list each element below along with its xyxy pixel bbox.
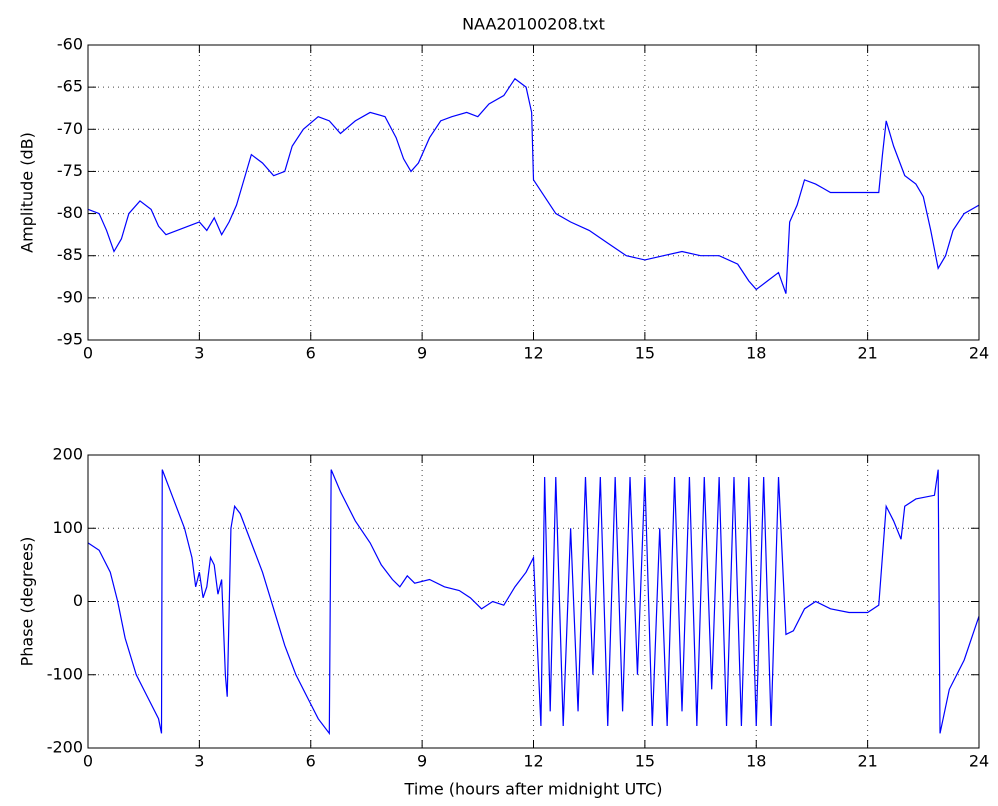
x-tick-label: 12 xyxy=(523,344,543,363)
x-tick-label: 15 xyxy=(635,344,655,363)
x-tick-label: 6 xyxy=(306,752,316,771)
x-tick-label: 3 xyxy=(194,344,204,363)
x-tick-label: 6 xyxy=(306,344,316,363)
x-tick-label: 15 xyxy=(635,752,655,771)
y-tick-label: 0 xyxy=(73,591,83,610)
y-tick-label: -70 xyxy=(57,119,83,138)
x-axis-label: Time (hours after midnight UTC) xyxy=(404,780,663,799)
axes-frame xyxy=(87,454,980,749)
data-line xyxy=(87,469,980,736)
y-tick-label: 100 xyxy=(52,518,83,537)
y-tick-label: -60 xyxy=(57,35,83,54)
y-tick-label: -90 xyxy=(57,287,83,306)
y-tick-label: -65 xyxy=(57,77,83,96)
x-tick-label: 24 xyxy=(969,752,989,771)
x-tick-label: 24 xyxy=(969,344,989,363)
x-tick-label: 18 xyxy=(746,752,766,771)
x-tick-label: 21 xyxy=(857,344,877,363)
x-tick-label: 12 xyxy=(523,752,543,771)
y-tick-label: 200 xyxy=(52,445,83,464)
y-tick-label: -80 xyxy=(57,203,83,222)
y-tick-label: -95 xyxy=(57,330,83,349)
x-tick-label: 18 xyxy=(746,344,766,363)
y-axis-label: Amplitude (dB) xyxy=(18,132,37,253)
x-tick-label: 9 xyxy=(417,344,427,363)
y-axis-label: Phase (degrees) xyxy=(18,537,37,667)
x-tick-label: 9 xyxy=(417,752,427,771)
x-tick-label: 21 xyxy=(857,752,877,771)
axes-frame xyxy=(87,44,980,341)
x-tick-label: 3 xyxy=(194,752,204,771)
x-tick-label: 0 xyxy=(83,752,93,771)
data-line xyxy=(87,77,980,294)
y-tick-label: -85 xyxy=(57,245,83,264)
chart-title: NAA20100208.txt xyxy=(462,15,605,34)
y-tick-label: -200 xyxy=(47,738,83,757)
x-tick-label: 0 xyxy=(83,344,93,363)
y-tick-label: -75 xyxy=(57,161,83,180)
y-tick-label: -100 xyxy=(47,664,83,683)
